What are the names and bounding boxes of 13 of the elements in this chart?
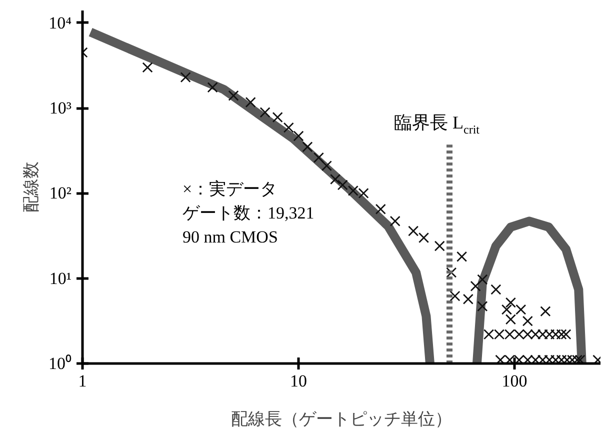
y-tick-label: 10² — [49, 184, 72, 203]
x-axis-title: 配線長（ゲートピッチ単位） — [231, 410, 452, 428]
annotation: 90 nm CMOS — [182, 228, 278, 246]
annotation: ×：実データ — [182, 180, 278, 198]
y-tick-label: 10⁰ — [48, 354, 72, 373]
y-axis-title: 配線数 — [22, 162, 40, 212]
y-tick-label: 10¹ — [49, 268, 72, 288]
y-tick-label: 10⁴ — [48, 13, 72, 32]
x-tick-label: 100 — [502, 372, 528, 390]
x-tick-label: 10 — [290, 372, 308, 390]
annotation: ゲート数：19,321 — [182, 204, 314, 222]
y-tick-label: 10³ — [49, 98, 72, 118]
x-tick-label: 1 — [78, 372, 87, 390]
